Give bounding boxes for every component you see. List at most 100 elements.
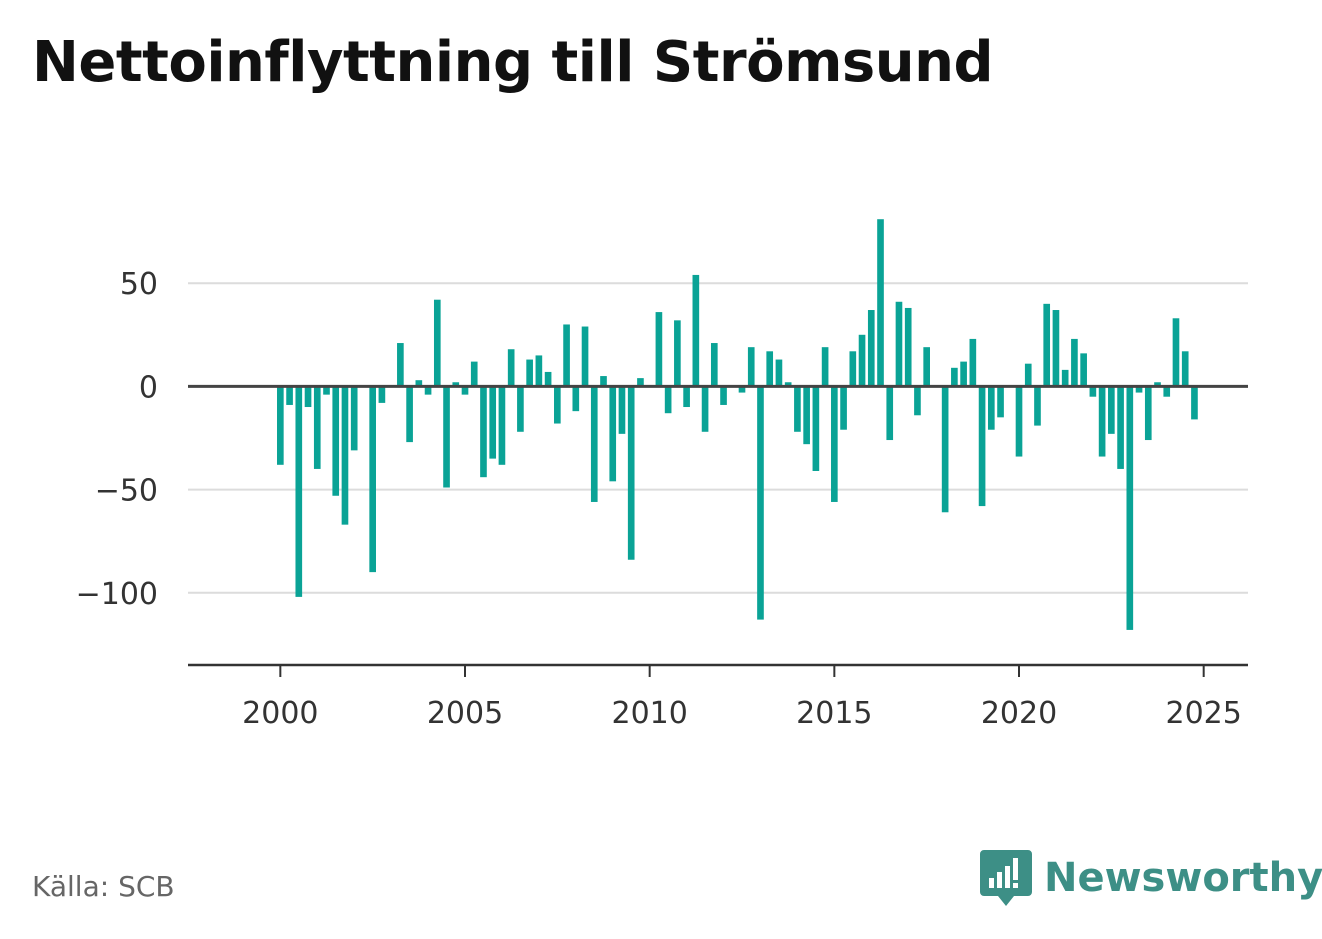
bar	[1172, 318, 1180, 387]
bar	[840, 386, 847, 430]
bar	[692, 274, 700, 387]
bar	[987, 386, 995, 430]
bar	[877, 219, 884, 387]
bar	[544, 371, 552, 387]
y-tick-label: 0	[139, 370, 158, 405]
bar	[277, 386, 284, 465]
bar	[489, 386, 497, 459]
bar	[664, 386, 672, 414]
bar	[1144, 386, 1152, 441]
bar	[323, 386, 330, 395]
bar	[821, 347, 829, 387]
bar	[1071, 338, 1078, 387]
bar	[858, 334, 866, 387]
bar	[295, 386, 303, 597]
bar	[313, 386, 321, 469]
bar	[886, 386, 894, 441]
y-tick-label: 50	[120, 267, 158, 302]
bar	[590, 386, 598, 502]
bar	[1117, 386, 1124, 469]
bar	[498, 386, 506, 465]
bar	[1135, 386, 1143, 393]
bar	[433, 299, 441, 387]
newsworthy-logo[interactable]: Newsworthy	[980, 848, 1322, 908]
bar	[443, 386, 450, 488]
bar	[600, 376, 607, 387]
bar	[341, 386, 349, 525]
bar	[775, 359, 783, 387]
bar	[997, 386, 1004, 418]
bar	[415, 380, 423, 387]
bar	[895, 301, 903, 387]
bar	[572, 386, 580, 412]
bar	[554, 386, 561, 424]
bar	[637, 378, 644, 387]
bar	[766, 351, 774, 387]
bar	[738, 386, 746, 393]
bar	[378, 386, 386, 403]
bar	[535, 355, 543, 387]
bar	[1043, 303, 1051, 387]
bar	[867, 310, 875, 387]
bar	[627, 386, 635, 560]
bar	[1080, 353, 1087, 387]
bar	[1181, 351, 1189, 387]
bar	[461, 386, 469, 395]
bar	[803, 386, 810, 445]
bar	[406, 386, 413, 443]
bar	[1015, 386, 1023, 457]
bar	[978, 386, 986, 507]
bar	[784, 382, 792, 387]
bar	[794, 386, 801, 432]
bar	[747, 347, 755, 387]
bar	[674, 320, 681, 387]
bar	[581, 326, 589, 387]
bar	[655, 312, 663, 387]
bar	[1126, 386, 1134, 630]
x-tick-label: 2010	[611, 696, 687, 731]
bar	[960, 361, 967, 387]
y-tick-label: −50	[95, 474, 158, 509]
bar	[914, 386, 921, 416]
bar	[812, 386, 820, 471]
bar	[286, 386, 293, 405]
bar	[1163, 386, 1171, 397]
bar	[480, 386, 487, 478]
bar	[507, 349, 515, 387]
bar	[710, 343, 718, 387]
bar	[526, 359, 533, 387]
chart-title: Nettoinflyttning till Strömsund	[32, 30, 994, 95]
bars	[277, 219, 1198, 630]
bar	[517, 386, 524, 432]
x-tick-label: 2005	[427, 696, 503, 731]
bar	[397, 343, 404, 387]
bar	[304, 386, 312, 408]
x-tick-label: 2000	[242, 696, 318, 731]
source-note: Källa: SCB	[32, 870, 175, 903]
bar	[757, 386, 764, 620]
bar	[683, 386, 690, 408]
bar	[904, 307, 912, 387]
bar	[618, 386, 626, 434]
bar	[1052, 310, 1060, 387]
bar	[941, 386, 949, 513]
bar	[369, 386, 376, 573]
bar	[350, 386, 358, 451]
x-tick-label: 2015	[796, 696, 872, 731]
bar	[1034, 386, 1041, 426]
bar	[1061, 369, 1069, 387]
gridlines	[188, 282, 1248, 594]
bar	[923, 347, 930, 387]
bar	[831, 386, 838, 502]
newsworthy-logo-text: Newsworthy	[1044, 855, 1322, 901]
bar	[969, 338, 977, 387]
bar	[424, 386, 432, 395]
bar	[720, 386, 727, 405]
bar	[849, 351, 857, 387]
newsworthy-logo-icon	[980, 850, 1032, 906]
bar	[1108, 386, 1115, 434]
bar	[332, 386, 340, 496]
x-tick-label: 2025	[1165, 696, 1241, 731]
bar	[563, 324, 570, 387]
bar	[470, 361, 478, 387]
